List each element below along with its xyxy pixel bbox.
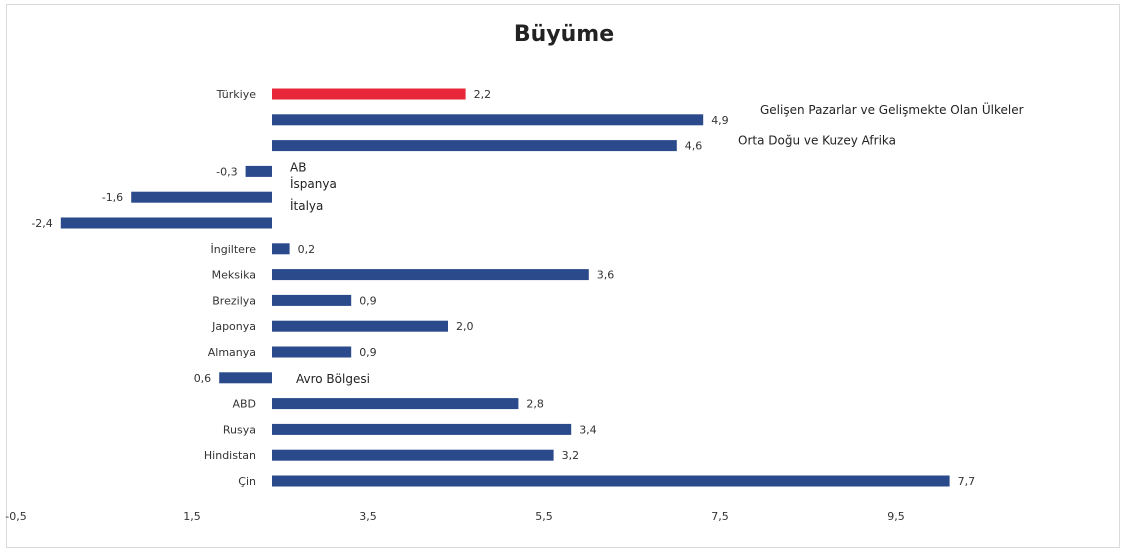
data-label: -0,3 (216, 165, 237, 178)
category-label: ABD (232, 398, 256, 411)
data-label: -1,6 (102, 191, 123, 204)
data-label: 0,2 (298, 243, 316, 256)
data-label: 2,8 (526, 398, 544, 411)
bar (272, 320, 448, 332)
category-label: Çin (238, 475, 256, 488)
data-label: 4,9 (711, 114, 729, 127)
data-label: 3,6 (597, 269, 615, 282)
bar (60, 217, 272, 229)
category-label: Almanya (208, 346, 256, 359)
x-tick-label: 3,5 (359, 510, 377, 523)
category-label: İngiltere (211, 243, 257, 256)
bar (272, 140, 677, 152)
bar (272, 423, 572, 435)
category-label: Rusya (223, 423, 256, 436)
category-label: İtalya (290, 198, 323, 213)
bar (272, 449, 554, 461)
bar (272, 294, 352, 306)
x-tick-label: 1,5 (183, 510, 201, 523)
x-tick-label: 9,5 (887, 510, 905, 523)
x-tick-label: 5,5 (535, 510, 553, 523)
x-tick-label: 7,5 (711, 510, 729, 523)
category-label: Gelişen Pazarlar ve Gelişmekte Olan Ülke… (760, 101, 1024, 117)
bar (272, 269, 589, 281)
bar (272, 114, 704, 126)
category-label: Hindistan (204, 449, 256, 462)
chart-title: Büyüme (513, 22, 615, 47)
bar (272, 346, 352, 358)
bar (245, 165, 272, 177)
data-label: 2,2 (474, 88, 492, 101)
x-tick-label: -0,5 (5, 510, 26, 523)
data-label: 3,4 (579, 423, 597, 436)
bar (272, 243, 290, 255)
data-label: 2,0 (456, 320, 474, 333)
data-label: 0,9 (359, 294, 377, 307)
bar (272, 398, 519, 410)
bar (219, 372, 272, 384)
category-label: İspanya (290, 176, 337, 191)
category-label: Meksika (212, 269, 256, 282)
category-label: Türkiye (216, 88, 257, 101)
data-label: -2,4 (31, 217, 52, 230)
data-label: 0,9 (359, 346, 377, 359)
bar (131, 191, 272, 203)
category-label: Brezilya (212, 294, 256, 307)
data-label: 4,6 (685, 140, 703, 153)
bar (272, 475, 950, 487)
category-label: Orta Doğu ve Kuzey Afrika (738, 134, 896, 148)
data-label: 3,2 (562, 449, 580, 462)
data-label: 0,6 (194, 372, 212, 385)
data-label: 7,7 (958, 475, 976, 488)
category-label: Japonya (211, 320, 256, 333)
category-label: Avro Bölgesi (296, 372, 370, 386)
bar (272, 88, 466, 100)
category-label: AB (290, 160, 306, 174)
